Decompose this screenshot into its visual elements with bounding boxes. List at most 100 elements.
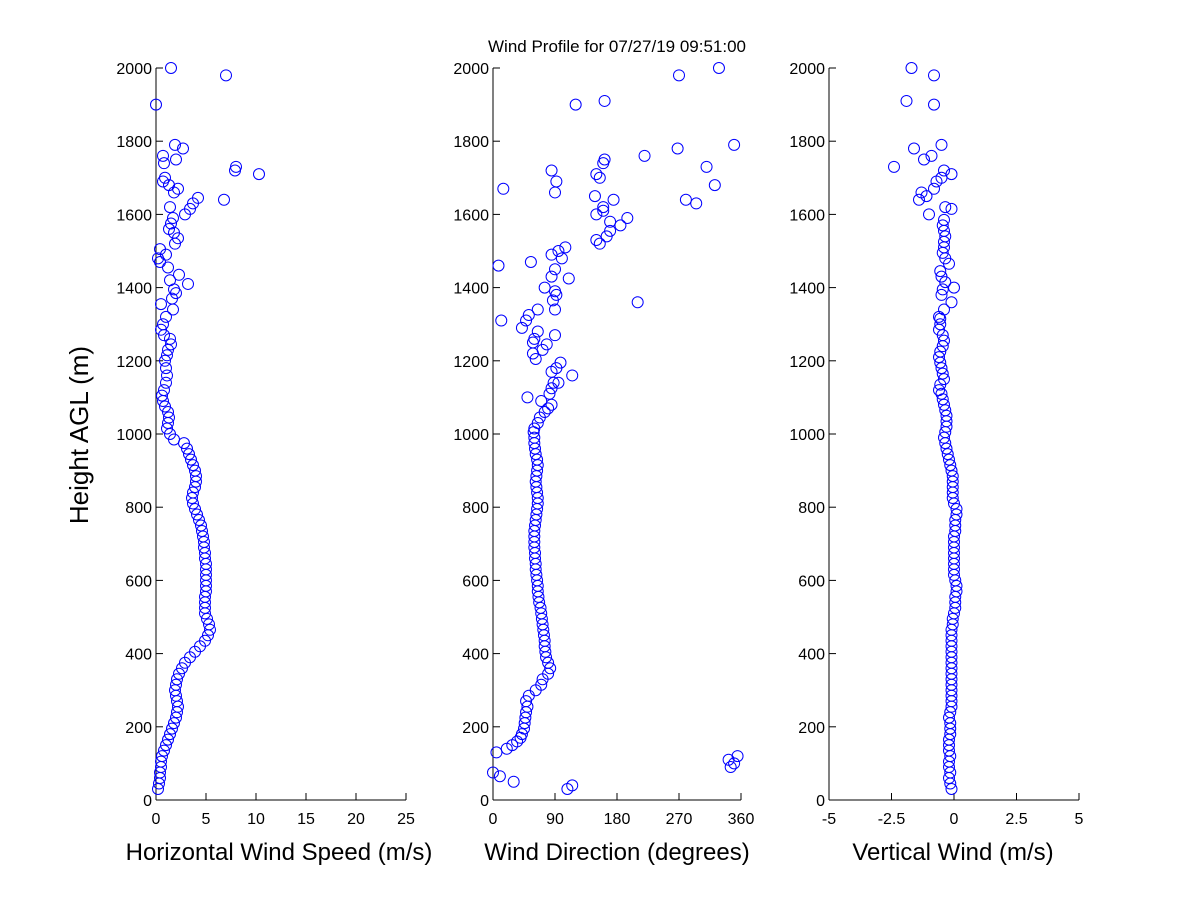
y-tick-label: 800	[125, 500, 152, 517]
data-point-speed	[191, 508, 203, 521]
data-point-vertical	[923, 208, 935, 221]
data-point-direction	[493, 770, 506, 783]
x-tick-label: 0	[489, 811, 498, 828]
data-point-direction	[528, 332, 541, 345]
y-tick-label: 1600	[116, 207, 152, 224]
data-point-vertical	[913, 193, 925, 206]
data-point-speed	[162, 733, 174, 746]
data-point-speed	[167, 303, 179, 316]
data-point-vertical	[936, 219, 949, 232]
data-point-vertical	[939, 201, 952, 214]
data-point-speed	[158, 744, 170, 757]
data-point-direction	[728, 138, 741, 151]
data-point-direction	[529, 352, 542, 365]
data-point-speed	[196, 524, 208, 537]
data-point-direction	[497, 182, 510, 195]
data-point-direction	[673, 69, 685, 82]
data-point-speed	[159, 400, 171, 413]
data-point-speed	[162, 261, 174, 274]
data-point-speed	[218, 193, 230, 206]
data-point-direction	[631, 296, 644, 309]
y-tick-label: 200	[462, 720, 489, 737]
data-point-direction	[549, 186, 561, 199]
data-point-speed	[177, 142, 189, 155]
data-point-direction	[520, 695, 533, 708]
data-point-vertical	[935, 387, 948, 400]
data-point-speed	[204, 623, 216, 636]
data-point-direction	[598, 94, 611, 107]
y-tick-label: 0	[143, 793, 152, 810]
data-point-vertical	[946, 612, 959, 625]
y-tick-label: 1600	[789, 207, 825, 224]
y-tick-label: 1000	[116, 427, 152, 444]
x-tick-label: 0	[950, 811, 959, 828]
data-point-speed	[190, 470, 202, 483]
data-point-direction	[515, 728, 528, 741]
data-point-speed	[165, 338, 177, 351]
data-point-vertical	[928, 69, 940, 82]
data-point-speed	[189, 503, 201, 516]
x-axis-label-speed: Horizontal Wind Speed (m/s)	[126, 839, 433, 866]
data-point-vertical	[938, 303, 950, 316]
data-point-vertical	[941, 448, 954, 461]
y-tick-label: 600	[798, 573, 825, 590]
data-point-vertical	[950, 579, 963, 592]
data-point-vertical	[950, 508, 963, 521]
data-point-vertical	[940, 409, 953, 422]
data-point-speed	[181, 442, 193, 455]
data-point-speed	[156, 750, 168, 763]
y-tick-label: 2000	[453, 61, 489, 78]
data-point-vertical	[943, 453, 955, 466]
data-point-direction	[552, 245, 565, 257]
y-tick-label: 1000	[789, 427, 825, 444]
data-point-direction	[540, 338, 553, 351]
data-point-direction	[590, 234, 603, 247]
data-point-vertical	[945, 168, 958, 181]
data-point-speed	[155, 298, 167, 311]
data-point-speed	[161, 369, 173, 382]
data-point-speed	[189, 464, 201, 477]
data-point-vertical	[946, 470, 959, 483]
data-point-direction	[544, 662, 557, 675]
data-point-direction	[708, 179, 721, 192]
data-point-direction	[566, 369, 579, 382]
data-point-direction	[487, 766, 499, 779]
x-tick-label: 15	[297, 811, 315, 828]
data-point-direction	[621, 212, 634, 225]
data-point-speed	[154, 243, 166, 256]
data-point-speed	[199, 634, 211, 647]
figure-title: Wind Profile for 07/27/19 09:51:00	[488, 37, 746, 56]
x-tick-label: 20	[347, 811, 365, 828]
y-tick-label: 0	[480, 793, 489, 810]
data-point-vertical	[900, 94, 913, 107]
horizontal-wind-speed-panel: 0 200 400 600 800 1000 1200 1400 1600 1800 2000 0 5 1…	[116, 61, 415, 828]
data-point-vertical	[945, 296, 958, 309]
data-point-speed	[184, 202, 196, 215]
y-tick-label: 800	[462, 500, 489, 517]
data-point-speed	[161, 349, 173, 362]
data-point-direction	[524, 255, 537, 268]
data-point-direction	[593, 237, 606, 250]
data-point-speed	[160, 376, 172, 389]
data-point-direction	[549, 303, 561, 316]
y-tick-label: 0	[816, 793, 825, 810]
data-point-speed	[165, 62, 177, 74]
data-point-direction	[549, 329, 561, 342]
data-point-speed	[195, 519, 207, 532]
data-point-vertical	[934, 345, 947, 358]
data-point-direction	[561, 783, 574, 796]
x-tick-label: -2.5	[878, 811, 906, 828]
data-point-direction	[607, 193, 620, 206]
data-point-speed	[159, 354, 171, 367]
y-tick-label: 1800	[453, 134, 489, 151]
data-point-speed	[155, 755, 167, 768]
y-tick-label: 1400	[116, 281, 152, 298]
data-point-direction	[671, 142, 684, 155]
data-point-vertical	[945, 202, 958, 215]
data-point-speed	[163, 179, 175, 192]
data-point-direction	[690, 197, 703, 210]
data-point-vertical	[938, 164, 950, 177]
y-tick-label: 2000	[116, 61, 152, 78]
data-point-direction	[614, 219, 627, 232]
data-point-vertical	[938, 213, 950, 226]
